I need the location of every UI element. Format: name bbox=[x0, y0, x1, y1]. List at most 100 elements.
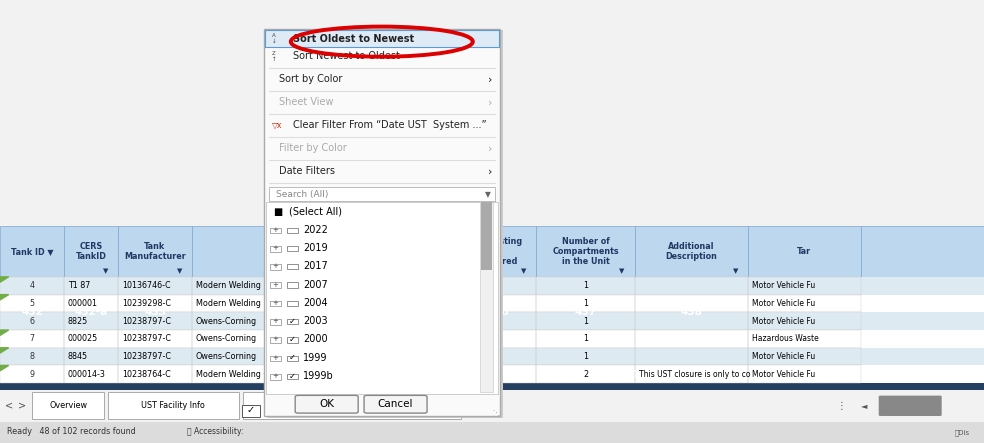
FancyBboxPatch shape bbox=[107, 392, 239, 419]
Text: ▼: ▼ bbox=[522, 268, 526, 275]
FancyBboxPatch shape bbox=[287, 246, 298, 251]
Text: 432: 432 bbox=[21, 307, 43, 317]
Text: +: + bbox=[273, 264, 278, 269]
Text: ›: › bbox=[488, 97, 492, 107]
Text: OK: OK bbox=[319, 399, 335, 409]
Text: 10238797-C: 10238797-C bbox=[122, 334, 171, 343]
Polygon shape bbox=[0, 365, 9, 371]
FancyBboxPatch shape bbox=[0, 296, 64, 328]
Polygon shape bbox=[0, 277, 9, 282]
Text: 6: 6 bbox=[30, 317, 34, 326]
Text: ⋱: ⋱ bbox=[492, 408, 499, 415]
FancyBboxPatch shape bbox=[266, 226, 359, 277]
Text: ›: › bbox=[488, 167, 492, 176]
Text: 🛈 Accessibility:: 🛈 Accessibility: bbox=[187, 427, 243, 436]
Text: <: < bbox=[5, 401, 13, 411]
FancyBboxPatch shape bbox=[0, 0, 984, 13]
Text: 10136746-C: 10136746-C bbox=[122, 281, 170, 290]
Text: +: + bbox=[465, 399, 475, 412]
Text: +: + bbox=[273, 245, 278, 251]
Text: 433: 433 bbox=[144, 307, 166, 317]
FancyBboxPatch shape bbox=[287, 337, 298, 342]
Text: +: + bbox=[273, 282, 278, 288]
Text: 1999b: 1999b bbox=[303, 371, 334, 381]
Text: Filter by Color: Filter by Color bbox=[279, 144, 347, 153]
Text: Z
↑: Z ↑ bbox=[272, 51, 277, 62]
FancyBboxPatch shape bbox=[0, 422, 984, 443]
Text: Date Filters: Date Filters bbox=[279, 167, 336, 176]
FancyBboxPatch shape bbox=[287, 356, 298, 361]
Text: Hazardous Waste: Hazardous Waste bbox=[752, 334, 819, 343]
Text: +: + bbox=[273, 337, 278, 342]
Text: Modern Welding: Modern Welding bbox=[196, 299, 261, 308]
FancyBboxPatch shape bbox=[118, 226, 192, 277]
Text: 2: 2 bbox=[583, 370, 588, 379]
FancyBboxPatch shape bbox=[364, 395, 427, 413]
Text: ▼: ▼ bbox=[733, 268, 738, 275]
FancyBboxPatch shape bbox=[270, 228, 281, 233]
FancyBboxPatch shape bbox=[0, 312, 984, 330]
FancyBboxPatch shape bbox=[287, 301, 298, 306]
Text: 8825: 8825 bbox=[68, 317, 89, 326]
Text: Search (All): Search (All) bbox=[276, 190, 328, 198]
FancyBboxPatch shape bbox=[0, 295, 984, 312]
Text: 2019: 2019 bbox=[303, 243, 328, 253]
Text: +: + bbox=[273, 373, 278, 379]
FancyBboxPatch shape bbox=[295, 395, 358, 413]
Polygon shape bbox=[0, 295, 9, 300]
FancyBboxPatch shape bbox=[359, 226, 448, 277]
FancyBboxPatch shape bbox=[32, 392, 103, 419]
FancyBboxPatch shape bbox=[0, 390, 984, 422]
FancyBboxPatch shape bbox=[192, 226, 266, 277]
Text: 1: 1 bbox=[583, 281, 588, 290]
Text: 2007: 2007 bbox=[303, 280, 328, 290]
Text: 10238797-C: 10238797-C bbox=[122, 317, 171, 326]
Text: Motor Vehicle Fu: Motor Vehicle Fu bbox=[752, 317, 815, 326]
Text: +: + bbox=[273, 355, 278, 361]
FancyBboxPatch shape bbox=[448, 296, 536, 328]
Text: 1: 1 bbox=[583, 299, 588, 308]
Text: 10239298-C: 10239298-C bbox=[122, 299, 171, 308]
Text: Tank
Manufacturer: Tank Manufacturer bbox=[124, 242, 186, 261]
Text: ▼: ▼ bbox=[620, 268, 625, 275]
FancyBboxPatch shape bbox=[64, 296, 118, 328]
Text: Motor Vehicle Fu: Motor Vehicle Fu bbox=[752, 370, 815, 379]
Text: ▼: ▼ bbox=[433, 268, 438, 275]
Text: Sort Oldest to Newest: Sort Oldest to Newest bbox=[293, 34, 414, 43]
Text: 4: 4 bbox=[30, 281, 34, 290]
Text: 432-a: 432-a bbox=[75, 307, 107, 317]
Text: 2000: 2000 bbox=[303, 334, 328, 345]
Text: 1: 1 bbox=[583, 352, 588, 361]
Text: A
↓: A ↓ bbox=[272, 33, 277, 44]
Text: (Select All): (Select All) bbox=[289, 206, 342, 217]
Text: Motor Vehicle Fu: Motor Vehicle Fu bbox=[752, 299, 815, 308]
Text: 1: 1 bbox=[583, 317, 588, 326]
FancyBboxPatch shape bbox=[748, 296, 861, 328]
FancyBboxPatch shape bbox=[270, 374, 281, 380]
Text: Tank ID ▼: Tank ID ▼ bbox=[11, 247, 53, 256]
Text: 5: 5 bbox=[30, 299, 34, 308]
FancyBboxPatch shape bbox=[287, 283, 298, 288]
FancyBboxPatch shape bbox=[118, 296, 192, 328]
FancyBboxPatch shape bbox=[536, 226, 635, 277]
Text: ▼: ▼ bbox=[177, 268, 182, 275]
FancyBboxPatch shape bbox=[861, 296, 984, 328]
FancyBboxPatch shape bbox=[0, 226, 64, 277]
FancyBboxPatch shape bbox=[266, 202, 498, 394]
Text: T1 87: T1 87 bbox=[68, 281, 91, 290]
FancyBboxPatch shape bbox=[264, 29, 500, 416]
FancyBboxPatch shape bbox=[287, 228, 298, 233]
Text: Owens-Corning: Owens-Corning bbox=[196, 352, 257, 361]
Text: CERS
TankID: CERS TankID bbox=[76, 242, 106, 261]
FancyBboxPatch shape bbox=[192, 296, 266, 328]
FancyBboxPatch shape bbox=[481, 202, 492, 270]
FancyBboxPatch shape bbox=[635, 296, 748, 328]
Text: Sort Newest to Oldest: Sort Newest to Oldest bbox=[293, 51, 400, 61]
Text: 000014-3: 000014-3 bbox=[68, 370, 105, 379]
Text: Date Existing
UST
Discovered: Date Existing UST Discovered bbox=[461, 237, 523, 266]
Text: 10/21/2015: 10/21/2015 bbox=[363, 370, 409, 379]
FancyBboxPatch shape bbox=[270, 246, 281, 252]
FancyBboxPatch shape bbox=[269, 187, 495, 201]
FancyBboxPatch shape bbox=[266, 296, 359, 328]
Text: ▽x: ▽x bbox=[272, 121, 282, 130]
